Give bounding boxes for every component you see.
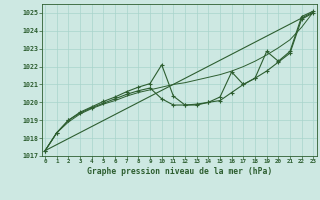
X-axis label: Graphe pression niveau de la mer (hPa): Graphe pression niveau de la mer (hPa): [87, 167, 272, 176]
